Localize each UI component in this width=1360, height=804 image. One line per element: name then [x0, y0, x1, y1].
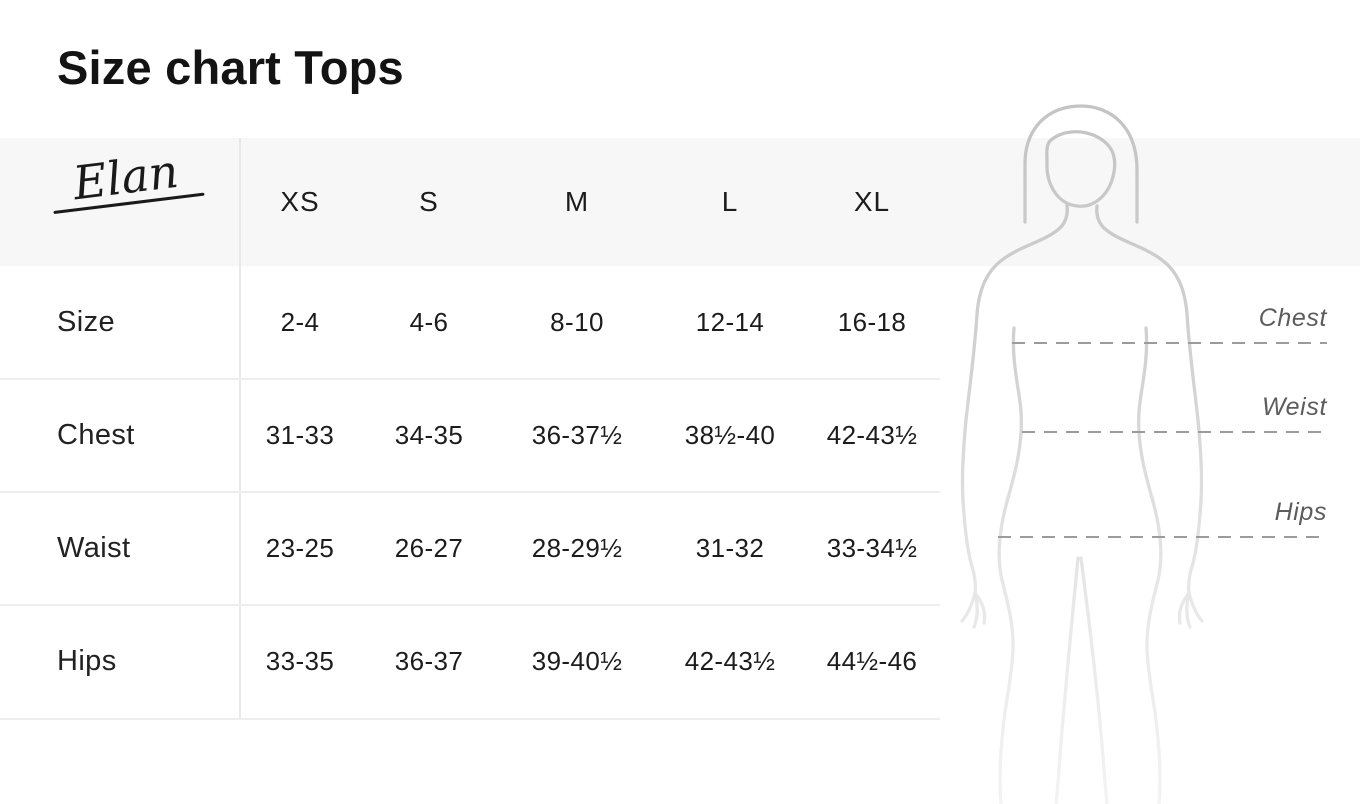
table-cell: 42-43½: [826, 419, 918, 450]
chest-measurement-label: Chest: [1258, 304, 1327, 332]
table-cell: 31-33: [265, 419, 335, 450]
row-label-size: Size: [57, 305, 116, 338]
table-cell: 31-32: [695, 532, 765, 563]
row-divider: [0, 378, 940, 380]
table-cell: 8-10: [550, 306, 604, 337]
chest-measurement-line: [1012, 342, 1327, 344]
table-cell: 26-27: [394, 532, 464, 563]
table-cell: 4-6: [409, 306, 449, 337]
row-divider: [0, 604, 940, 606]
row-label-waist: Waist: [57, 531, 131, 564]
hips-measurement-label: Hips: [1274, 498, 1327, 526]
waist-measurement-label: Weist: [1261, 393, 1327, 421]
table-cell: 12-14: [695, 306, 765, 337]
table-cell: 34-35: [394, 419, 464, 450]
table-bottom-border: [0, 718, 940, 720]
row-divider: [0, 491, 940, 493]
page-title: Size chart Tops: [57, 41, 404, 94]
table-cell: 33-34½: [826, 532, 918, 563]
table-cell: 36-37½: [531, 419, 623, 450]
table-cell: 23-25: [265, 532, 335, 563]
column-header-m: M: [564, 186, 590, 217]
hips-measurement-line: [998, 536, 1327, 538]
table-vertical-divider: [239, 138, 241, 720]
column-header-s: S: [419, 186, 439, 217]
table-cell: 44½-46: [826, 646, 918, 676]
table-cell: 36-37: [394, 646, 464, 676]
row-label-chest: Chest: [57, 418, 135, 451]
table-cell: 2-4: [280, 306, 320, 337]
row-label-hips: Hips: [57, 645, 117, 677]
column-header-xs: XS: [280, 186, 320, 217]
column-header-l: L: [721, 186, 739, 217]
table-cell: 33-35: [265, 646, 335, 676]
waist-measurement-line: [1022, 431, 1327, 433]
table-cell: 42-43½: [684, 646, 776, 676]
table-cell: 16-18: [837, 306, 907, 337]
column-header-xl: XL: [853, 186, 891, 217]
table-cell: 38½-40: [684, 419, 776, 450]
table-cell: 28-29½: [531, 532, 623, 563]
female-body-outline-illustration: [960, 104, 1204, 804]
table-cell: 39-40½: [531, 646, 623, 676]
